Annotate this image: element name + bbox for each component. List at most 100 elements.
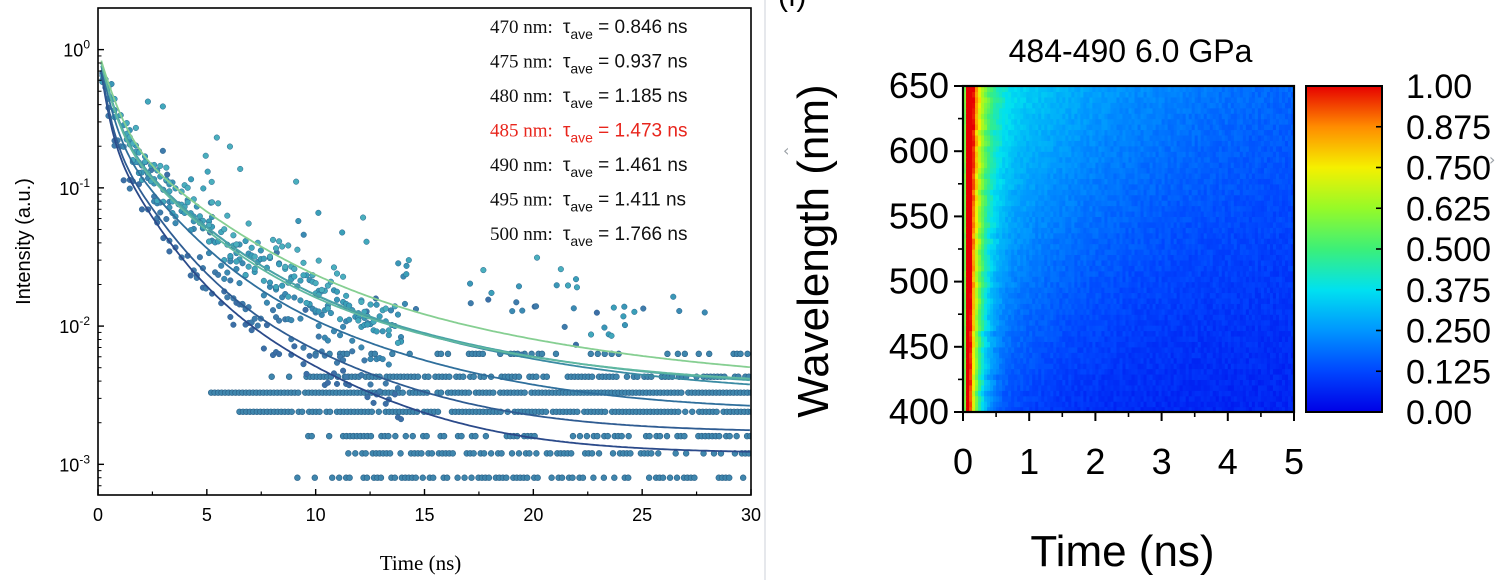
decay-data-point — [237, 166, 243, 172]
decay-data-point — [570, 433, 576, 439]
decay-data-point — [372, 351, 378, 357]
decay-data-point — [580, 475, 586, 481]
decay-data-point — [513, 299, 519, 305]
decay-data-point — [273, 246, 279, 252]
decay-data-point — [706, 351, 712, 357]
decay-data-point — [402, 301, 408, 307]
x-tick-label: 20 — [523, 505, 543, 525]
decay-data-point — [160, 148, 166, 154]
decay-data-point — [303, 307, 309, 313]
decay-data-point — [480, 351, 486, 357]
decay-data-point — [276, 261, 282, 267]
decay-data-point — [167, 249, 173, 255]
decay-data-point — [316, 258, 322, 264]
decay-data-point — [340, 324, 346, 330]
y-tick-label: 10-3 — [59, 452, 90, 475]
decay-data-point — [655, 450, 661, 456]
decay-data-point — [334, 297, 340, 303]
decay-data-point — [267, 280, 273, 286]
decay-data-point — [622, 304, 628, 310]
decay-data-point — [224, 270, 230, 276]
decay-data-point — [349, 348, 355, 354]
decay-data-point — [304, 300, 310, 306]
decay-data-point — [164, 172, 170, 178]
decay-data-point — [319, 287, 325, 293]
decay-data-point — [610, 450, 616, 456]
decay-data-point — [696, 351, 702, 357]
decay-data-point — [368, 433, 374, 439]
decay-data-point — [197, 254, 203, 260]
x-tick-label: 0 — [93, 505, 103, 525]
decay-data-point — [326, 433, 332, 439]
decay-data-point — [347, 475, 353, 481]
decay-data-point — [267, 254, 273, 260]
decay-data-point — [605, 433, 611, 439]
heatmap-chart-panel: 484-490 6.0 GPa(f)0123454004505005506006… — [770, 0, 1510, 580]
decay-data-point — [462, 475, 468, 481]
x-tick-label: 10 — [306, 505, 326, 525]
decay-data-point — [340, 274, 346, 280]
decay-data-point — [589, 450, 595, 456]
decay-data-point — [395, 312, 401, 318]
decay-data-point — [665, 351, 671, 357]
decay-data-point — [157, 210, 163, 216]
decay-data-point — [660, 475, 666, 481]
decay-data-point — [682, 351, 688, 357]
heatmap-cells — [963, 86, 1295, 413]
decay-data-point — [356, 318, 362, 324]
decay-data-point — [337, 332, 343, 338]
decay-data-point — [450, 450, 456, 456]
legend-entry: 485 nm:τave = 1.473 ns — [490, 121, 687, 146]
decay-data-point — [376, 409, 382, 415]
decay-data-point — [533, 303, 539, 309]
decay-data-point — [675, 409, 681, 415]
decay-data-point — [133, 125, 139, 131]
decay-data-point — [609, 333, 615, 339]
decay-data-point — [368, 356, 374, 362]
decay-data-point — [227, 144, 233, 150]
decay-data-point — [289, 409, 295, 415]
decay-data-point — [682, 409, 688, 415]
decay-data-point — [647, 433, 653, 439]
decay-data-point — [539, 351, 545, 357]
decay-data-point — [420, 475, 426, 481]
decay-data-point — [522, 390, 528, 396]
decay-data-point — [488, 450, 494, 456]
decay-data-point — [588, 332, 594, 338]
decay-data-point — [594, 433, 600, 439]
decay-data-point — [344, 351, 350, 357]
decay-data-point — [533, 450, 539, 456]
decay-data-point — [676, 308, 682, 314]
decay-data-point — [301, 361, 307, 367]
decay-data-point — [276, 351, 282, 357]
decay-data-point — [519, 308, 525, 314]
decay-data-point — [622, 322, 628, 328]
decay-data-point — [444, 475, 450, 481]
decay-data-point — [296, 218, 302, 224]
decay-data-point — [221, 226, 227, 232]
decay-data-point — [752, 390, 758, 396]
decay-data-point — [395, 385, 401, 391]
decay-data-point — [203, 153, 209, 159]
decay-data-point — [481, 267, 487, 273]
decay-data-point — [385, 433, 391, 439]
decay-data-point — [596, 450, 602, 456]
decay-data-point — [621, 314, 627, 320]
decay-data-point — [206, 239, 212, 245]
decay-data-point — [547, 450, 553, 456]
decay-data-point — [331, 265, 337, 271]
decay-data-point — [441, 433, 447, 439]
decay-data-point — [127, 186, 133, 192]
decay-data-point — [574, 285, 580, 291]
decay-data-point — [573, 276, 579, 282]
decay-data-point — [209, 199, 215, 205]
decay-data-point — [738, 351, 744, 357]
decay-data-point — [276, 303, 282, 309]
decay-data-point — [371, 400, 377, 406]
legend-entry: 475 nm:τave = 0.937 ns — [490, 52, 687, 77]
decay-data-point — [503, 475, 509, 481]
decay-data-point — [334, 289, 340, 295]
decay-data-point — [533, 374, 539, 380]
x-axis-label: Time (ns) — [380, 551, 462, 575]
decay-data-point — [543, 409, 549, 415]
